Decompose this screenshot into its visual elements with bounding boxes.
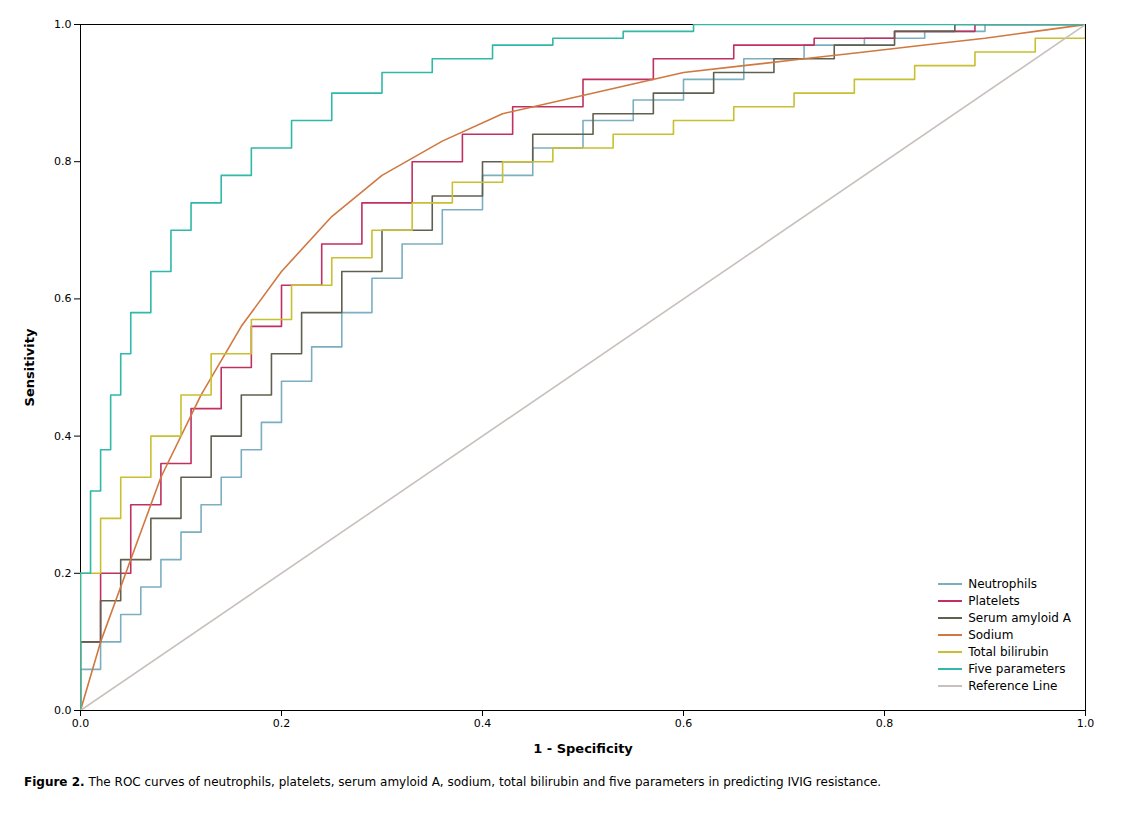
html-text:Neutrophils: Neutrophils	[968, 577, 1037, 591]
svg-text:0.0: 0.0	[54, 704, 72, 717]
svg-text:0.6: 0.6	[54, 292, 72, 305]
html-text:Five parameters: Five parameters	[968, 662, 1066, 676]
svg-text:0.2: 0.2	[273, 717, 291, 730]
svg-text:0.8: 0.8	[876, 717, 894, 730]
html-text:Sodium: Sodium	[968, 628, 1014, 642]
svg-text:0.8: 0.8	[54, 155, 72, 168]
svg-text:0.4: 0.4	[474, 717, 492, 730]
svg-text:1 - Specificity: 1 - Specificity	[533, 741, 633, 756]
html-text:Serum amyloid A: Serum amyloid A	[968, 611, 1071, 625]
html-text:Figure 2. The ROC curves of ne: Figure 2. The ROC curves of neutrophils,…	[24, 775, 882, 789]
html-text:Total bilirubin: Total bilirubin	[968, 645, 1049, 659]
svg-text:0.0: 0.0	[72, 717, 90, 730]
svg-text:1.0: 1.0	[54, 18, 72, 31]
svg-text:0.6: 0.6	[675, 717, 693, 730]
svg-text:0.2: 0.2	[54, 567, 72, 580]
svg-text:Sensitivity: Sensitivity	[22, 328, 37, 406]
html-text:Reference Line: Reference Line	[968, 679, 1058, 693]
html-text:Platelets: Platelets	[968, 594, 1020, 608]
svg-text:1.0: 1.0	[1077, 717, 1095, 730]
svg-text:0.4: 0.4	[54, 430, 72, 443]
